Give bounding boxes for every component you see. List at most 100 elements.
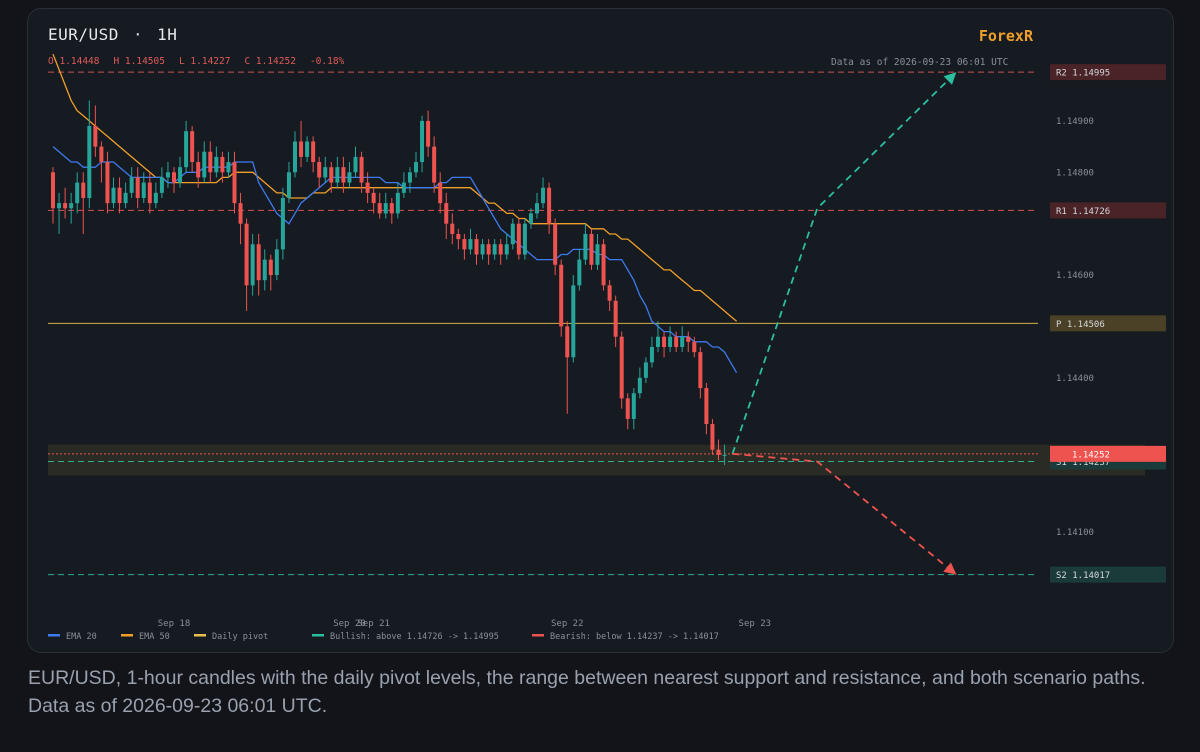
x-tick-label: Sep 23 (739, 619, 772, 629)
candle-body (238, 203, 243, 224)
candle-body (274, 249, 279, 276)
candle-body (87, 126, 92, 198)
ohlc-close: C 1.14252 (244, 56, 296, 67)
level-label-r1: R1 1.14726 (1056, 207, 1110, 217)
candle-body (432, 146, 437, 183)
candle-body (93, 126, 98, 147)
candle-body (710, 424, 715, 450)
candle-body (57, 203, 62, 209)
brand-logo: ForexR (978, 27, 1033, 45)
range-band (48, 444, 1145, 476)
x-tick-label: Sep 22 (551, 619, 584, 629)
candle-body (535, 203, 539, 214)
level-tag-r2 (1050, 64, 1166, 81)
candle-body (75, 182, 80, 204)
candle-body (577, 259, 582, 286)
level-tag-s2 (1050, 566, 1166, 583)
candle-body (662, 336, 667, 347)
candle-body (329, 167, 334, 183)
legend-swatch-ema50 (121, 634, 133, 637)
y-tick-label: 1.14100 (1056, 528, 1094, 538)
candle-body (571, 285, 576, 358)
candle-body (601, 244, 606, 286)
candle-body (462, 239, 467, 250)
candle-body (129, 177, 134, 193)
candle-body (286, 172, 291, 198)
candle-body (293, 141, 297, 173)
candle-body (172, 172, 176, 183)
candle-body (51, 172, 55, 209)
candle-body (474, 239, 479, 255)
legend-label-bearish: Bearish: below 1.14237 -> 1.14017 (550, 632, 719, 642)
candle-body (335, 167, 340, 183)
candle-body (299, 141, 304, 157)
candle-body (250, 244, 255, 286)
x-tick-label: Sep 20 (333, 619, 366, 629)
y-tick-label: 1.14800 (1056, 168, 1094, 178)
candle-body (704, 388, 709, 425)
candle-body (153, 192, 158, 204)
candle-body (165, 172, 170, 178)
candle-body (486, 244, 491, 255)
level-label-s1: S1 1.14237 (1056, 458, 1110, 468)
candle-body (178, 167, 183, 183)
candle-body (365, 182, 370, 193)
candle-body (583, 233, 588, 260)
candle-body (589, 233, 594, 265)
level-tag-p (1050, 315, 1166, 332)
candle-body (680, 336, 685, 347)
candle-body (656, 336, 660, 347)
ema20-line (52, 146, 738, 374)
candle-body (305, 141, 310, 157)
candle-body (280, 197, 285, 250)
legend-label-ema20: EMA 20 (66, 632, 97, 642)
candle-body (649, 346, 654, 363)
level-label-p: P 1.14506 (1056, 320, 1105, 330)
candle-body (631, 393, 636, 419)
candle-body (395, 192, 400, 214)
candle-body (256, 244, 261, 281)
candle-body (69, 203, 74, 209)
candle-body (643, 362, 648, 378)
candle-body (547, 187, 552, 224)
ohlc-low: L 1.14227 (178, 56, 231, 67)
candle-body (553, 223, 558, 265)
candle-body (81, 182, 86, 198)
candle-body (359, 156, 364, 183)
candle-body (383, 203, 388, 214)
candle-body (426, 120, 431, 147)
candle-body (226, 162, 231, 173)
candle-body (341, 167, 346, 183)
candlestick-chart: 1.14900 1.14800 1.14600 1.14400 1.14100 R2 1.… (48, 53, 1166, 642)
ohlc-open: O 1.14448 (48, 56, 100, 67)
candle-body (698, 352, 703, 389)
candle-body (123, 192, 128, 204)
chart-title: EUR/USD · 1H (48, 25, 177, 44)
candle-body (468, 239, 473, 250)
candle-body (135, 177, 140, 198)
scenario-arrowhead-bullish (943, 72, 957, 85)
candle-body (414, 162, 418, 173)
legend-swatch-pivot (194, 634, 206, 637)
candle-body (214, 156, 219, 173)
candle-body (244, 223, 249, 286)
candle-body (317, 162, 322, 178)
candle-body (438, 182, 443, 204)
candle-body (420, 120, 425, 163)
level-label-s2: S2 1.14017 (1056, 571, 1110, 581)
candle-body (311, 141, 316, 163)
candle-body (353, 156, 358, 173)
candle-body (686, 336, 691, 342)
y-tick-label: 1.14900 (1056, 117, 1094, 127)
candle-body (99, 146, 104, 163)
chart-caption: EUR/USD, 1-hour candles with the daily p… (28, 667, 1146, 717)
candle-body (268, 259, 273, 276)
candle-body (389, 203, 394, 214)
candle-body (371, 192, 376, 204)
legend-swatch-bearish (532, 634, 544, 637)
candle-body (117, 187, 122, 204)
data-timestamp: Data as of 2026-09-23 06:01 UTC (831, 57, 1009, 68)
candle-body (498, 244, 503, 255)
scenario-path-bullish (731, 71, 958, 455)
candle-body (401, 182, 406, 193)
